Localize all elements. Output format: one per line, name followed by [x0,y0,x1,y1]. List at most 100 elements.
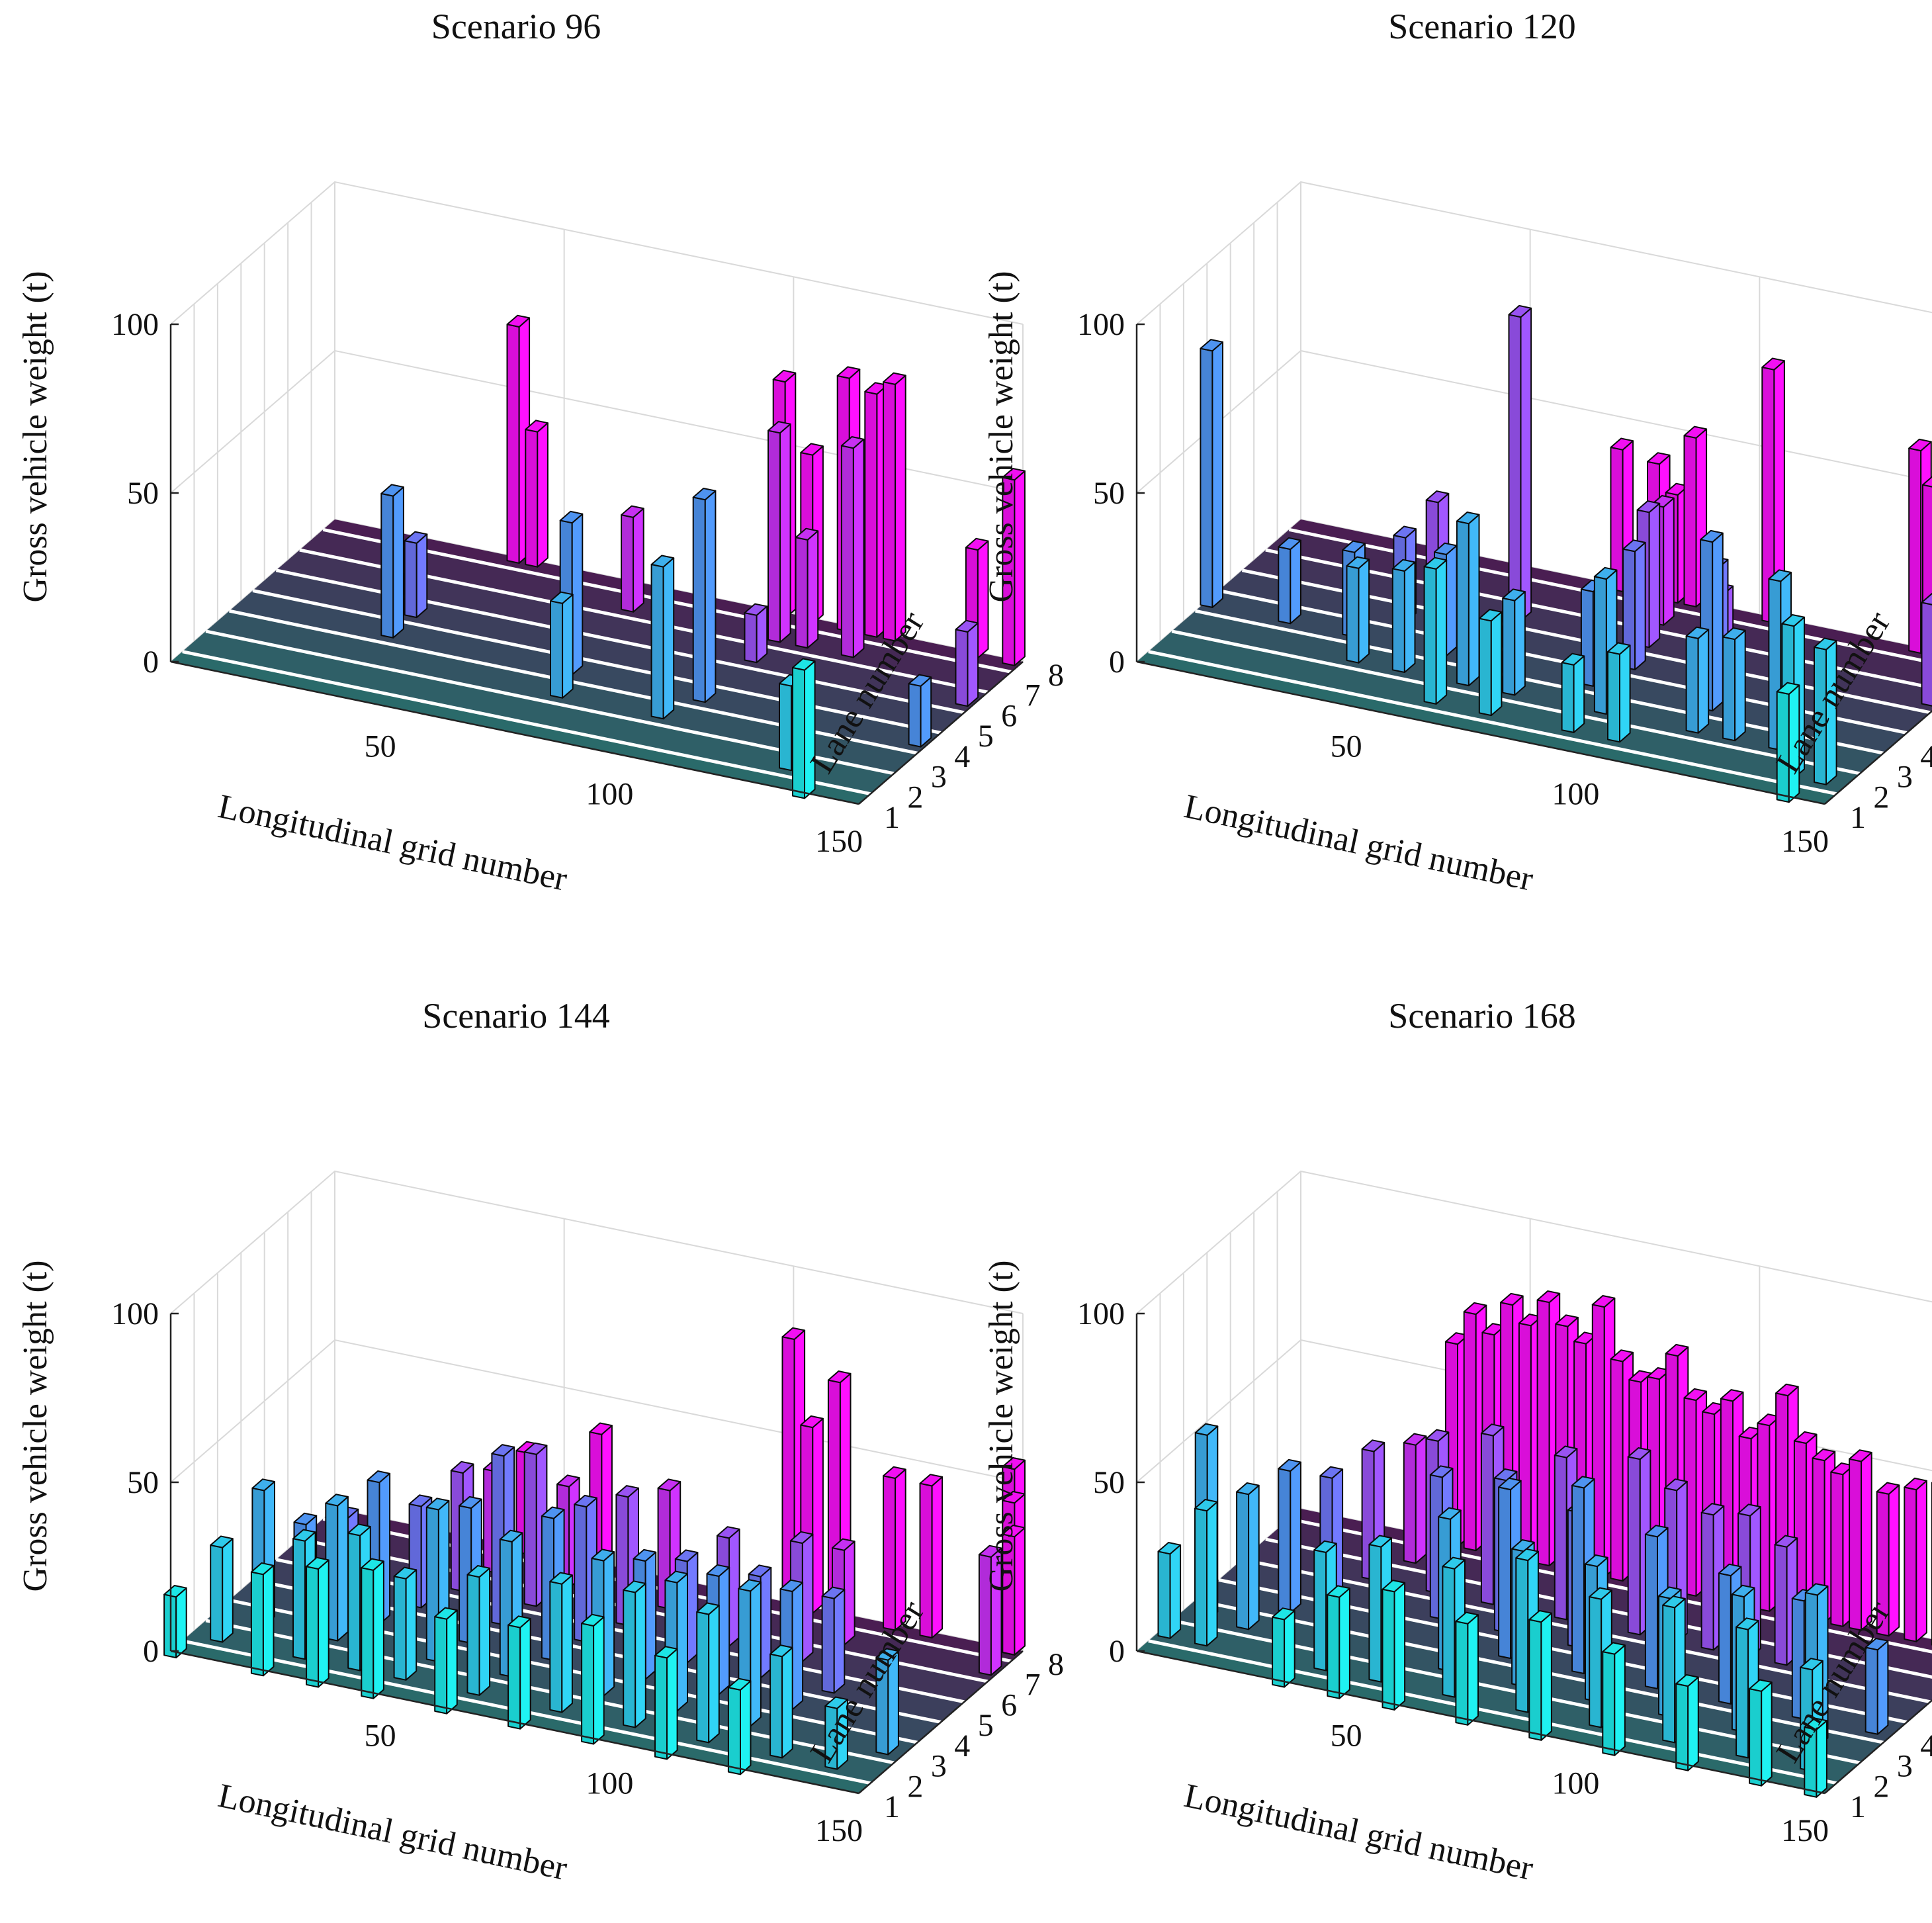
bar-face [1511,1539,1535,1552]
x-axis-label: Longitudinal grid number [215,787,570,898]
bar-face [781,1327,806,1340]
bar [1194,1499,1218,1647]
bar [1478,609,1503,717]
bar-face [827,1370,852,1384]
bar-face [1554,1454,1567,1621]
z-tick-label: 0 [1109,1634,1125,1669]
lane-line [182,650,871,796]
bar [621,505,644,613]
bar-face [549,1572,573,1585]
x-tick-label: 100 [1552,1766,1599,1801]
bar-face [1508,314,1522,622]
bar [908,674,932,748]
bar-face [650,564,664,720]
bar-face [589,1422,613,1435]
z-tick-label: 50 [1093,1465,1125,1500]
bar-face [1455,1621,1469,1726]
bar-face [883,1466,906,1479]
bar-face [744,603,768,616]
bar [1761,357,1785,624]
bar-face [1589,1596,1603,1728]
bar-face [708,1605,720,1744]
bar-face [523,1451,537,1607]
grid-line-z [170,1170,1024,1314]
bar-face [1358,559,1370,664]
bar-face [581,1623,595,1745]
x-axis-label: Longitudinal grid number [1181,787,1536,898]
bar [1423,557,1448,705]
bar-face [1658,1586,1682,1599]
bar-face [1446,545,1458,656]
bar-face [781,1646,793,1759]
chart-title: Scenario 120 [1388,7,1575,46]
bar-face [434,1607,458,1620]
bar-face [1194,1507,1208,1647]
grid-line-z [1136,181,1932,325]
bar-face [840,436,865,449]
bar-face [262,1564,275,1677]
bar-face [537,422,549,568]
bar-face [1634,541,1646,670]
bar-face [1211,341,1223,608]
bar [393,1566,417,1681]
x-axis [170,1650,859,1795]
bar-face [1480,1432,1494,1605]
bar-face [1502,588,1526,602]
bar-face [1382,1588,1395,1711]
bar [1508,304,1532,622]
bar [549,1572,573,1713]
bar-face [1922,476,1932,488]
bar-face [523,1442,548,1455]
bar [654,1646,678,1760]
lane-tick-label: 3 [931,1749,947,1784]
bar-face [1722,627,1746,641]
bar-face [1278,1468,1292,1614]
bar-face [1467,1614,1479,1726]
bar-face [1200,347,1213,608]
bar [692,488,717,703]
z-tick-label: 100 [111,1296,159,1331]
bar [1346,556,1370,664]
bar-face [1830,1471,1844,1627]
bar-face [833,1589,846,1694]
bar [1456,512,1480,687]
bar-face [1157,1542,1182,1555]
x-tick-label: 100 [1552,776,1599,811]
bar-face [1700,1503,1725,1516]
lane-line [275,1558,965,1704]
panel-scenario-168: Scenario 1680501005010015012345678Gross … [983,996,1932,1888]
bar-face [662,557,675,720]
lane-line [1148,1639,1837,1785]
x-tick-label: 150 [815,824,863,859]
x-axis-label: Longitudinal grid number [215,1777,570,1887]
bar-face [769,1644,793,1658]
bar-face [789,1531,814,1544]
bar-face [1712,532,1724,712]
bar-face [293,1512,318,1525]
bar-face [1573,655,1585,733]
bar-face [1290,1461,1301,1614]
bar [1403,1433,1427,1564]
bar-face [1278,1458,1301,1472]
bar [506,314,531,564]
bridge-deck [1137,519,1932,804]
lane-line [1148,650,1837,796]
bar [824,1696,848,1770]
bar-face [1610,1358,1624,1582]
bar-face [1438,1507,1462,1520]
x-tick-label: 150 [815,1813,863,1848]
bar [978,1544,1002,1676]
bar-face [875,1648,899,1661]
bar [883,372,906,642]
bar-face [965,537,989,551]
bar-face [1456,512,1480,525]
bar-face [1515,1557,1529,1713]
bar [1278,1458,1301,1614]
bar-face [450,1460,474,1474]
bar [744,603,768,664]
bar-face [750,1581,762,1727]
bar-face [1514,591,1526,696]
